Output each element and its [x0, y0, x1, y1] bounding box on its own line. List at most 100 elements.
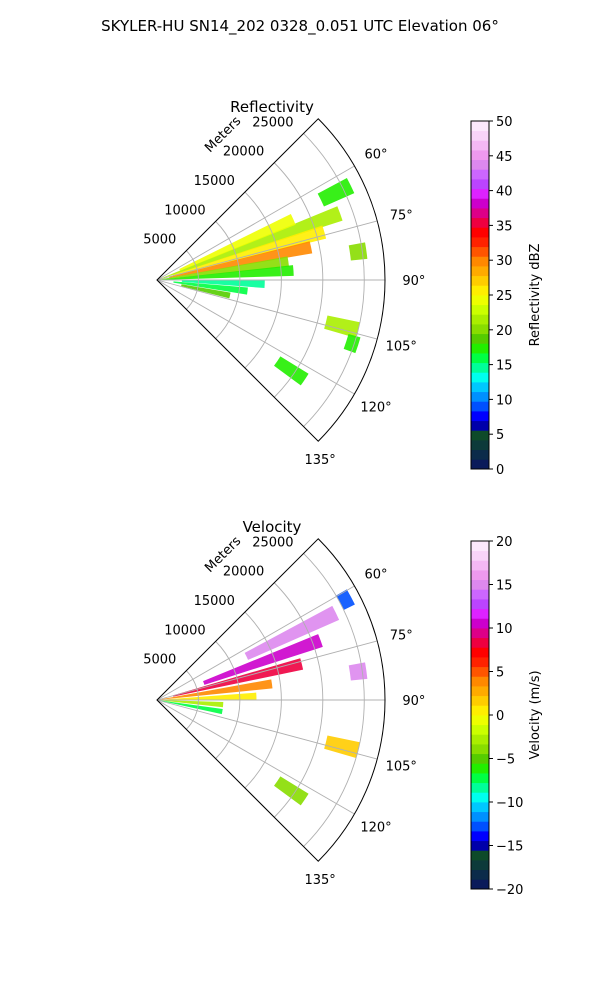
colorbar-swatch [471, 140, 489, 151]
colorbar-swatch [471, 420, 489, 431]
colorbar-swatch [471, 840, 489, 851]
azimuth-line-4 [156, 699, 355, 815]
colorbar-swatch [471, 676, 489, 687]
echo-cell-4 [157, 256, 289, 280]
echo-cell-3 [157, 679, 273, 700]
colorbar-swatch [471, 382, 489, 393]
echo-cell-9 [324, 735, 360, 759]
velocity-grid [156, 538, 386, 862]
colorbar-tick-label: 15 [496, 579, 513, 594]
echo-cell-3 [169, 241, 313, 278]
range-tick-label: 10000 [164, 623, 205, 638]
range-tick-label: 10000 [164, 203, 205, 218]
azimuth-tick-label: 75° [390, 629, 413, 644]
range-tick-label: 5000 [143, 653, 176, 668]
colorbar-swatch [471, 372, 489, 383]
colorbar-swatch [471, 266, 489, 277]
colorbar-swatch [471, 150, 489, 161]
colorbar-swatch [471, 459, 489, 470]
colorbar-tick-label: 5 [496, 666, 504, 681]
echo-cell-12 [343, 334, 361, 354]
colorbar-swatch [471, 324, 489, 335]
colorbar-swatch [471, 637, 489, 648]
colorbar-tick-label: −5 [496, 753, 515, 768]
azimuth-line-3 [156, 279, 378, 340]
colorbar-swatch [471, 208, 489, 219]
colorbar-tick-label: 15 [496, 359, 513, 374]
colorbar-swatch [471, 860, 489, 871]
echo-cell-4 [157, 692, 257, 701]
echo-cell-9 [317, 177, 355, 207]
colorbar-tick-label: 40 [496, 185, 513, 200]
azimuth-tick-label: 60° [364, 568, 387, 583]
colorbar-swatch [471, 608, 489, 619]
colorbar-swatch [471, 285, 489, 296]
colorbar-swatch [471, 449, 489, 460]
colorbar-swatch [471, 734, 489, 745]
colorbar-tick-label: −15 [496, 840, 523, 855]
colorbar-swatch [471, 744, 489, 755]
sector-frame [156, 118, 386, 442]
echo-cell-6 [157, 700, 223, 715]
azimuth-tick-label: 120° [360, 400, 391, 415]
colorbar-swatch [471, 705, 489, 716]
colorbar-tick-label: 30 [496, 254, 513, 269]
colorbar-swatch [471, 628, 489, 639]
echo-cell-10 [274, 776, 309, 806]
azimuth-tick-label: 90° [402, 274, 425, 289]
colorbar-swatch [471, 304, 489, 315]
colorbar-swatch [471, 217, 489, 228]
colorbar-swatch [471, 188, 489, 199]
colorbar-tick-label: 20 [496, 324, 513, 339]
echo-cell-0 [157, 206, 343, 280]
colorbar-swatch [471, 821, 489, 832]
colorbar-tick-label: 35 [496, 219, 513, 234]
colorbar-tick-label: −20 [496, 883, 523, 898]
colorbar-tick-label: −10 [496, 796, 523, 811]
velocity-echoes [157, 589, 368, 806]
colorbar-label: Velocity (m/s) [528, 670, 543, 759]
colorbar-swatch [471, 753, 489, 764]
colorbar-tick-label: 0 [496, 463, 504, 478]
azimuth-line-1 [156, 640, 378, 701]
azimuth-line-3 [156, 699, 378, 760]
echo-cell-13 [274, 356, 309, 386]
colorbar-swatch [471, 724, 489, 735]
azimuth-tick-label: 105° [386, 339, 417, 354]
azimuth-tick-label: 120° [360, 820, 391, 835]
colorbar-swatch [471, 353, 489, 364]
echo-cell-7 [173, 281, 248, 295]
range-tick-label: 20000 [223, 565, 264, 580]
azimuth-tick-label: 135° [304, 873, 335, 888]
azimuth-line-4 [156, 279, 355, 395]
range-tick-label: 5000 [143, 233, 176, 248]
reflectivity-panel: Reflectivity 500010000150002000025000Met… [143, 98, 425, 468]
echo-cell-6 [181, 279, 265, 288]
colorbar-swatch [471, 169, 489, 180]
colorbar-swatch [471, 295, 489, 306]
colorbar-swatch [471, 246, 489, 257]
colorbar-tick-label: 20 [496, 535, 513, 550]
echo-cell-8 [181, 284, 231, 299]
colorbar-swatch [471, 695, 489, 706]
colorbar-swatch [471, 343, 489, 354]
azimuth-line-0 [156, 585, 355, 701]
colorbar-tick-label: 25 [496, 289, 513, 304]
colorbar-tick-label: 50 [496, 115, 513, 130]
colorbar-tick-label: 45 [496, 150, 513, 165]
colorbar-swatch [471, 237, 489, 248]
range-tick-label: 15000 [194, 174, 235, 189]
colorbar-swatch [471, 599, 489, 610]
colorbar-swatch [471, 850, 489, 861]
colorbar-swatch [471, 314, 489, 325]
colorbar-tick-label: 0 [496, 709, 504, 724]
colorbar-swatch [471, 440, 489, 451]
echo-cell-5 [157, 700, 224, 708]
echo-cell-1 [172, 225, 327, 277]
colorbar-swatch [471, 430, 489, 441]
colorbar-swatch [471, 333, 489, 344]
colorbar-swatch [471, 130, 489, 141]
colorbar-tick-label: 5 [496, 428, 504, 443]
